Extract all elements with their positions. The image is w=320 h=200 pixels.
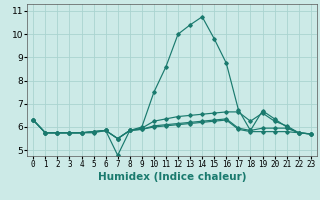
X-axis label: Humidex (Indice chaleur): Humidex (Indice chaleur) xyxy=(98,172,246,182)
